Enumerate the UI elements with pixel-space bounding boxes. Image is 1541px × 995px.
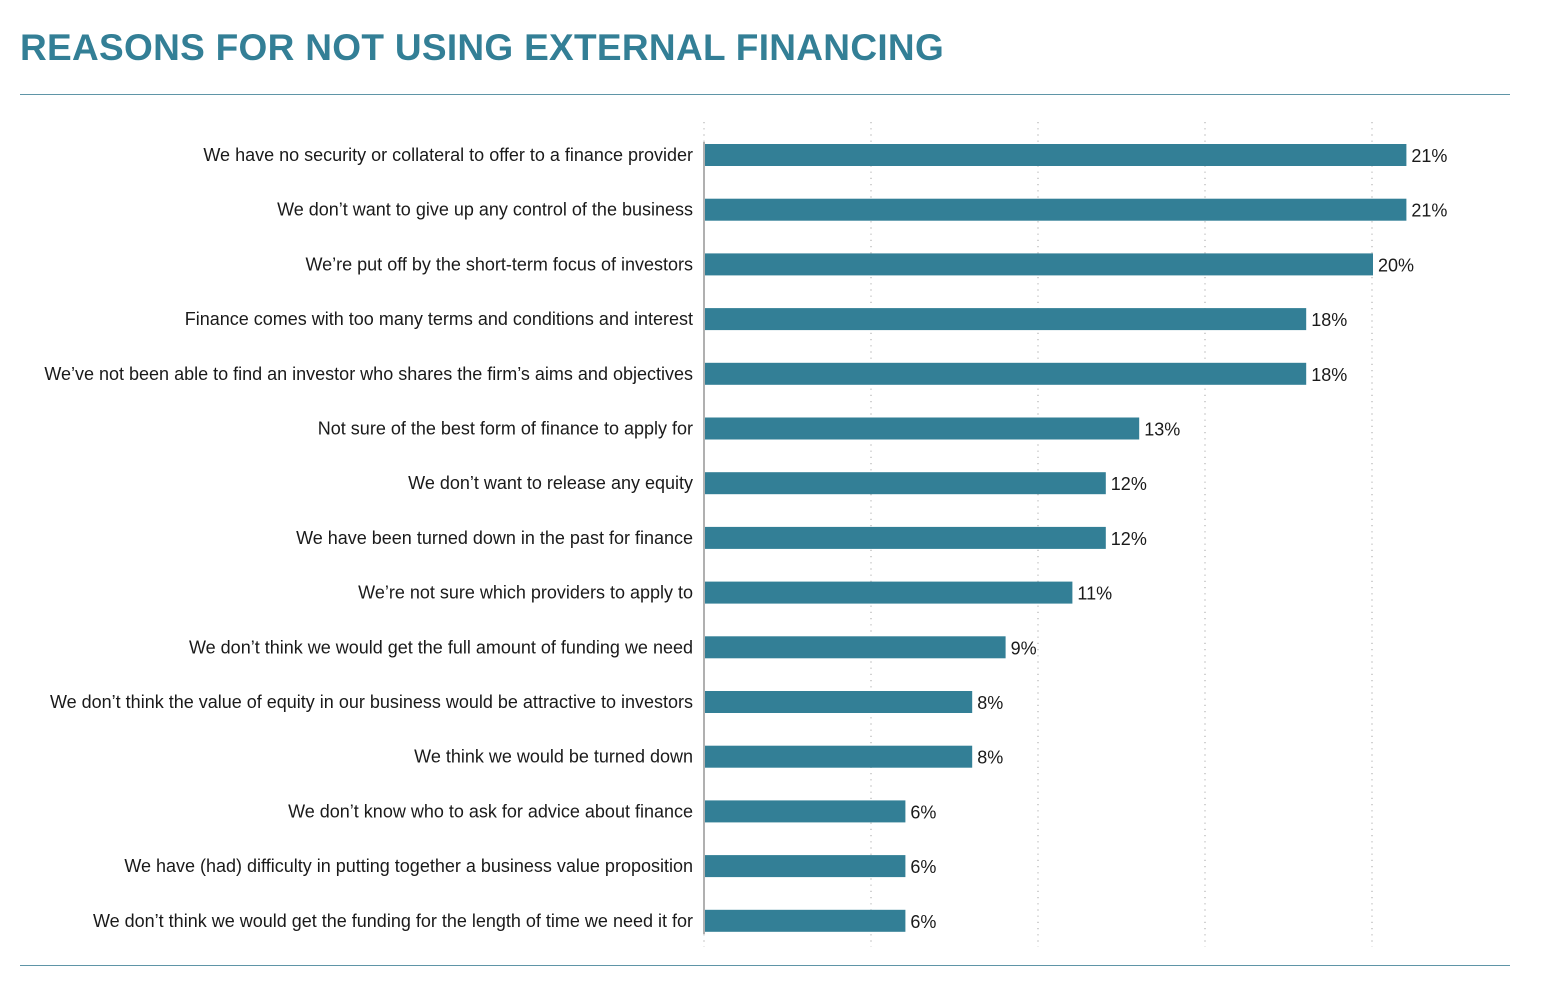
bar	[705, 362, 1307, 385]
data-label: 8%	[977, 748, 1003, 768]
data-label: 20%	[1378, 255, 1414, 275]
bar	[705, 526, 1106, 549]
data-label: 12%	[1111, 529, 1147, 549]
data-label: 8%	[977, 693, 1003, 713]
data-label: 11%	[1077, 584, 1112, 604]
data-label: 6%	[910, 912, 936, 932]
category-label: We’re put off by the short-term focus of…	[305, 254, 693, 274]
chart-title: REASONS FOR NOT USING EXTERNAL FINANCING	[20, 27, 945, 68]
top-divider	[20, 94, 1510, 95]
category-label: We’re not sure which providers to apply …	[358, 583, 693, 603]
category-label: We don’t want to release any equity	[408, 473, 693, 493]
category-label: Not sure of the best form of finance to …	[318, 419, 693, 439]
category-label: We don’t think the value of equity in ou…	[50, 692, 693, 712]
category-label: We’ve not been able to find an investor …	[44, 364, 693, 384]
category-label: We have been turned down in the past for…	[296, 528, 693, 548]
data-label: 18%	[1311, 310, 1347, 330]
category-label: We don’t think we would get the full amo…	[189, 637, 693, 657]
bar	[705, 472, 1106, 495]
category-label: We don’t want to give up any control of …	[277, 200, 693, 220]
bar	[705, 581, 1073, 604]
category-label: We have (had) difficulty in putting toge…	[124, 856, 693, 876]
data-label: 18%	[1311, 365, 1347, 385]
category-label: We don’t know who to ask for advice abou…	[288, 801, 693, 821]
data-label: 12%	[1111, 474, 1147, 494]
data-label: 9%	[1011, 638, 1037, 658]
category-label: We don’t think we would get the funding …	[93, 911, 693, 931]
bar	[705, 253, 1373, 276]
data-label: 6%	[910, 857, 936, 877]
data-label: 21%	[1411, 201, 1447, 221]
bar	[705, 800, 906, 823]
category-label: We have no security or collateral to off…	[203, 145, 693, 165]
category-label: Finance comes with too many terms and co…	[185, 309, 693, 329]
data-label: 6%	[910, 802, 936, 822]
bar	[705, 855, 906, 878]
bar	[705, 417, 1140, 440]
data-label: 13%	[1144, 420, 1180, 440]
bar	[705, 636, 1006, 659]
data-label: 21%	[1411, 146, 1447, 166]
bar	[705, 691, 973, 713]
bar	[705, 198, 1407, 221]
category-label: We think we would be turned down	[414, 747, 693, 767]
bar	[705, 909, 906, 932]
bottom-divider	[20, 965, 1510, 966]
bar	[705, 308, 1307, 331]
bar	[705, 745, 973, 768]
bar	[705, 144, 1407, 166]
